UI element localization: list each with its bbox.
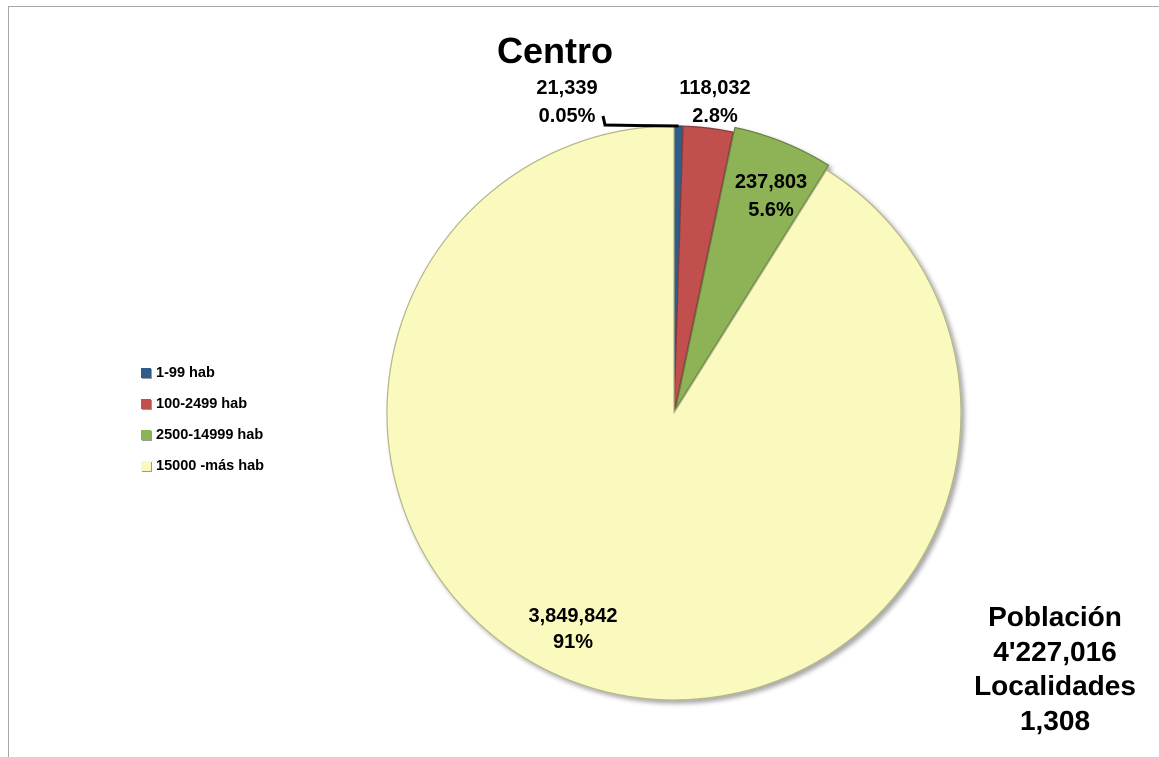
pie-slice-2500-14999-hab: [675, 126, 830, 409]
data-label-value-15000-mas-hab: 3,849,842: [529, 605, 618, 627]
data-label-value-2500-14999-hab: 237,803: [735, 171, 807, 193]
legend-item-1-99-hab: 1-99 hab: [141, 357, 341, 388]
data-label-percent-1-99-hab: 0.05%: [539, 105, 596, 127]
population-label: Población: [988, 601, 1122, 632]
legend-item-100-2499-hab: 100-2499 hab: [141, 388, 341, 419]
chart-frame-top-border: [8, 6, 1159, 7]
legend-label-1-99-hab: 1-99 hab: [156, 364, 215, 381]
data-label-percent-100-2499-hab: 2.8%: [692, 105, 738, 127]
legend-item-15000-mas-hab: 15000 -más hab: [141, 450, 341, 481]
chart-frame-left-border: [8, 6, 9, 757]
legend-item-2500-14999-hab: 2500-14999 hab: [141, 419, 341, 450]
legend-label-100-2499-hab: 100-2499 hab: [156, 395, 248, 412]
legend-swatch-2500-14999-hab: [141, 429, 151, 440]
legend-swatch-1-99-hab: [141, 367, 151, 378]
data-label-percent-2500-14999-hab: 5.6%: [748, 199, 794, 221]
pie-slice-15000-mas-hab: [386, 125, 962, 701]
population-summary: Población 4'227,016 Localidades 1,308: [955, 600, 1155, 738]
population-value: 4'227,016: [993, 635, 1117, 667]
data-label-percent-15000-mas-hab: 91%: [553, 631, 593, 653]
localities-label: Localidades: [974, 670, 1136, 701]
data-label-value-100-2499-hab: 118,032: [679, 77, 750, 99]
leader-line-1-99-hab: [601, 115, 679, 128]
legend-label-15000-mas-hab: 15000 -más hab: [156, 457, 265, 474]
legend-swatch-15000-mas-hab: [141, 460, 151, 471]
localities-value: 1,308: [1019, 704, 1091, 736]
chart-legend: 1-99 hab 100-2499 hab 2500-14999 hab 150…: [141, 357, 341, 481]
legend-label-2500-14999-hab: 2500-14999 hab: [156, 426, 264, 443]
legend-swatch-100-2499-hab: [141, 398, 151, 409]
data-label-value-1-99-hab: 21,339: [536, 77, 597, 99]
chart-title: Centro: [497, 30, 613, 71]
pie-slice-100-2499-hab: [673, 125, 734, 414]
